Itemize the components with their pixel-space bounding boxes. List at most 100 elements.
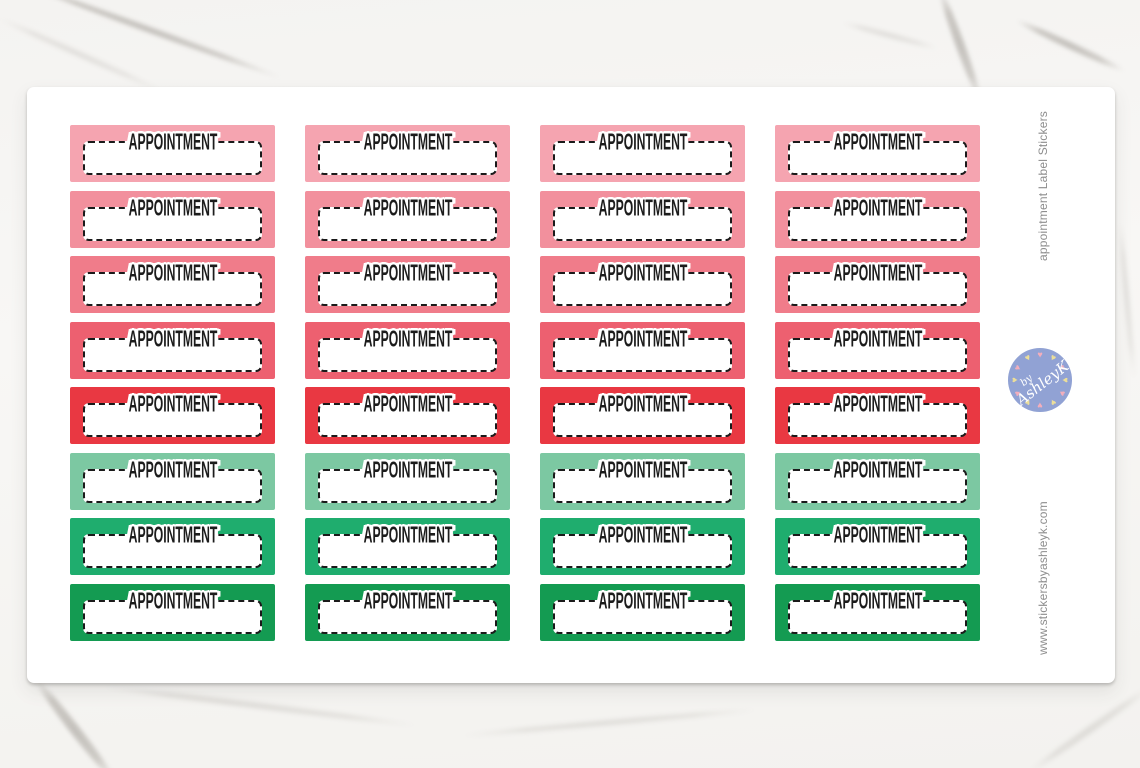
sticker-write-in-box bbox=[83, 141, 262, 175]
sticker-label: APPOINTMENT bbox=[833, 521, 922, 548]
sticker-write-in-box bbox=[788, 206, 967, 241]
appointment-sticker: APPOINTMENT bbox=[70, 321, 275, 379]
sticker-label: APPOINTMENT bbox=[128, 587, 217, 613]
sticker-label: APPOINTMENT bbox=[598, 521, 687, 548]
sticker-write-in-box bbox=[83, 534, 262, 568]
sticker-write-in-box bbox=[553, 337, 732, 372]
sticker-write-in-box bbox=[318, 468, 497, 503]
sticker-write-in-box bbox=[553, 403, 732, 437]
sticker-label: APPOINTMENT bbox=[598, 456, 687, 482]
sticker-label: APPOINTMENT bbox=[128, 259, 217, 286]
appointment-sticker: APPOINTMENT bbox=[540, 452, 745, 510]
sticker-label: APPOINTMENT bbox=[833, 325, 922, 351]
sticker-write-in-box bbox=[788, 272, 967, 306]
appointment-sticker: APPOINTMENT bbox=[540, 387, 745, 444]
sticker-write-in-box bbox=[318, 272, 497, 306]
sticker-write-in-box bbox=[83, 272, 262, 306]
appointment-sticker: APPOINTMENT bbox=[775, 321, 980, 379]
appointment-sticker: APPOINTMENT bbox=[775, 583, 980, 641]
sticker-label: APPOINTMENT bbox=[598, 587, 687, 613]
appointment-sticker: APPOINTMENT bbox=[70, 387, 275, 444]
appointment-sticker: APPOINTMENT bbox=[70, 452, 275, 510]
sticker-label: APPOINTMENT bbox=[598, 390, 687, 417]
sticker-label: APPOINTMENT bbox=[363, 259, 452, 286]
appointment-sticker: APPOINTMENT bbox=[775, 387, 980, 444]
sticker-label: APPOINTMENT bbox=[363, 194, 452, 220]
appointment-sticker: APPOINTMENT bbox=[305, 256, 510, 313]
appointment-sticker: APPOINTMENT bbox=[305, 321, 510, 379]
sticker-write-in-box bbox=[788, 599, 967, 634]
sticker-write-in-box bbox=[318, 206, 497, 241]
appointment-sticker: APPOINTMENT bbox=[70, 583, 275, 641]
appointment-sticker: APPOINTMENT bbox=[305, 452, 510, 510]
appointment-sticker: APPOINTMENT bbox=[775, 452, 980, 510]
sticker-write-in-box bbox=[318, 599, 497, 634]
sticker-label: APPOINTMENT bbox=[598, 194, 687, 220]
sticker-label: APPOINTMENT bbox=[128, 325, 217, 351]
sticker-label: APPOINTMENT bbox=[833, 194, 922, 220]
appointment-sticker: APPOINTMENT bbox=[540, 583, 745, 641]
sticker-write-in-box bbox=[788, 534, 967, 568]
sticker-write-in-box bbox=[318, 534, 497, 568]
marble-vein bbox=[100, 683, 420, 729]
sticker-write-in-box bbox=[553, 272, 732, 306]
heart-icon: ♥ bbox=[1056, 387, 1068, 398]
website-url-text: www.stickersbyashleyk.com bbox=[1036, 501, 1050, 655]
sticker-label: APPOINTMENT bbox=[128, 194, 217, 220]
appointment-sticker: APPOINTMENT bbox=[540, 321, 745, 379]
appointment-sticker: APPOINTMENT bbox=[70, 190, 275, 248]
sticker-label: APPOINTMENT bbox=[363, 521, 452, 548]
sticker-write-in-box bbox=[788, 337, 967, 372]
appointment-sticker: APPOINTMENT bbox=[775, 256, 980, 313]
sticker-write-in-box bbox=[318, 403, 497, 437]
sticker-write-in-box bbox=[553, 206, 732, 241]
appointment-sticker: APPOINTMENT bbox=[305, 190, 510, 248]
appointment-sticker: APPOINTMENT bbox=[540, 518, 745, 575]
appointment-sticker: APPOINTMENT bbox=[305, 583, 510, 641]
sticker-write-in-box bbox=[788, 468, 967, 503]
sticker-label: APPOINTMENT bbox=[598, 259, 687, 286]
sticker-write-in-box bbox=[83, 599, 262, 634]
sticker-label: APPOINTMENT bbox=[833, 259, 922, 286]
sticker-grid: APPOINTMENT APPOINTMENT APPOINTMENT APPOINT… bbox=[70, 125, 980, 641]
sticker-write-in-box bbox=[788, 403, 967, 437]
sticker-write-in-box bbox=[83, 337, 262, 372]
appointment-sticker: APPOINTMENT bbox=[540, 256, 745, 313]
marble-vein bbox=[31, 675, 119, 768]
sticker-write-in-box bbox=[553, 534, 732, 568]
sticker-label: APPOINTMENT bbox=[363, 325, 452, 351]
marble-vein bbox=[1014, 16, 1126, 75]
sticker-label: APPOINTMENT bbox=[598, 325, 687, 351]
appointment-sticker: APPOINTMENT bbox=[540, 125, 745, 182]
sticker-write-in-box bbox=[318, 141, 497, 175]
appointment-sticker: APPOINTMENT bbox=[305, 387, 510, 444]
marble-vein bbox=[1026, 683, 1140, 768]
appointment-sticker: APPOINTMENT bbox=[775, 518, 980, 575]
sticker-label: APPOINTMENT bbox=[363, 390, 452, 417]
heart-icon: ♥ bbox=[1047, 396, 1058, 408]
marble-vein bbox=[460, 706, 760, 739]
sticker-label: APPOINTMENT bbox=[833, 587, 922, 613]
sticker-write-in-box bbox=[83, 206, 262, 241]
appointment-sticker: APPOINTMENT bbox=[775, 125, 980, 182]
appointment-sticker: APPOINTMENT bbox=[540, 190, 745, 248]
appointment-sticker: APPOINTMENT bbox=[305, 125, 510, 182]
sticker-write-in-box bbox=[83, 468, 262, 503]
sticker-write-in-box bbox=[553, 599, 732, 634]
heart-icon: ♥ bbox=[1037, 400, 1043, 411]
sticker-write-in-box bbox=[553, 141, 732, 175]
product-side-title: appointment Label Stickers bbox=[1036, 111, 1050, 261]
heart-icon: ♥ bbox=[1022, 352, 1033, 364]
sticker-label: APPOINTMENT bbox=[128, 390, 217, 417]
sticker-label: APPOINTMENT bbox=[128, 128, 217, 155]
sticker-label: APPOINTMENT bbox=[598, 128, 687, 155]
heart-icon: ♥ bbox=[1012, 362, 1024, 373]
marble-vein bbox=[1117, 220, 1137, 381]
sticker-label: APPOINTMENT bbox=[833, 390, 922, 417]
sticker-label: APPOINTMENT bbox=[128, 521, 217, 548]
appointment-sticker: APPOINTMENT bbox=[70, 125, 275, 182]
sticker-label: APPOINTMENT bbox=[363, 128, 452, 155]
heart-icon: ♥ bbox=[1037, 349, 1043, 360]
sticker-write-in-box bbox=[318, 337, 497, 372]
sticker-label: APPOINTMENT bbox=[833, 456, 922, 482]
